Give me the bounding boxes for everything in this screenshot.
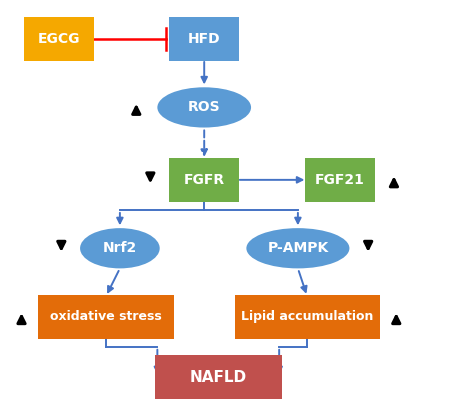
FancyBboxPatch shape [235, 295, 380, 339]
Text: FGF21: FGF21 [315, 173, 365, 187]
Ellipse shape [80, 228, 160, 268]
Text: FGFR: FGFR [183, 173, 225, 187]
FancyBboxPatch shape [169, 17, 239, 61]
FancyBboxPatch shape [169, 158, 239, 202]
Text: Nrf2: Nrf2 [103, 241, 137, 255]
Text: oxidative stress: oxidative stress [50, 310, 162, 323]
Text: P-AMPK: P-AMPK [267, 241, 328, 255]
Text: ROS: ROS [188, 100, 220, 114]
Ellipse shape [246, 228, 349, 268]
FancyBboxPatch shape [24, 17, 94, 61]
FancyBboxPatch shape [38, 295, 174, 339]
Text: HFD: HFD [188, 32, 220, 46]
FancyBboxPatch shape [155, 355, 282, 399]
FancyBboxPatch shape [305, 158, 375, 202]
Text: EGCG: EGCG [38, 32, 80, 46]
Text: Lipid accumulation: Lipid accumulation [241, 310, 374, 323]
Ellipse shape [157, 87, 251, 128]
Text: NAFLD: NAFLD [190, 370, 247, 385]
